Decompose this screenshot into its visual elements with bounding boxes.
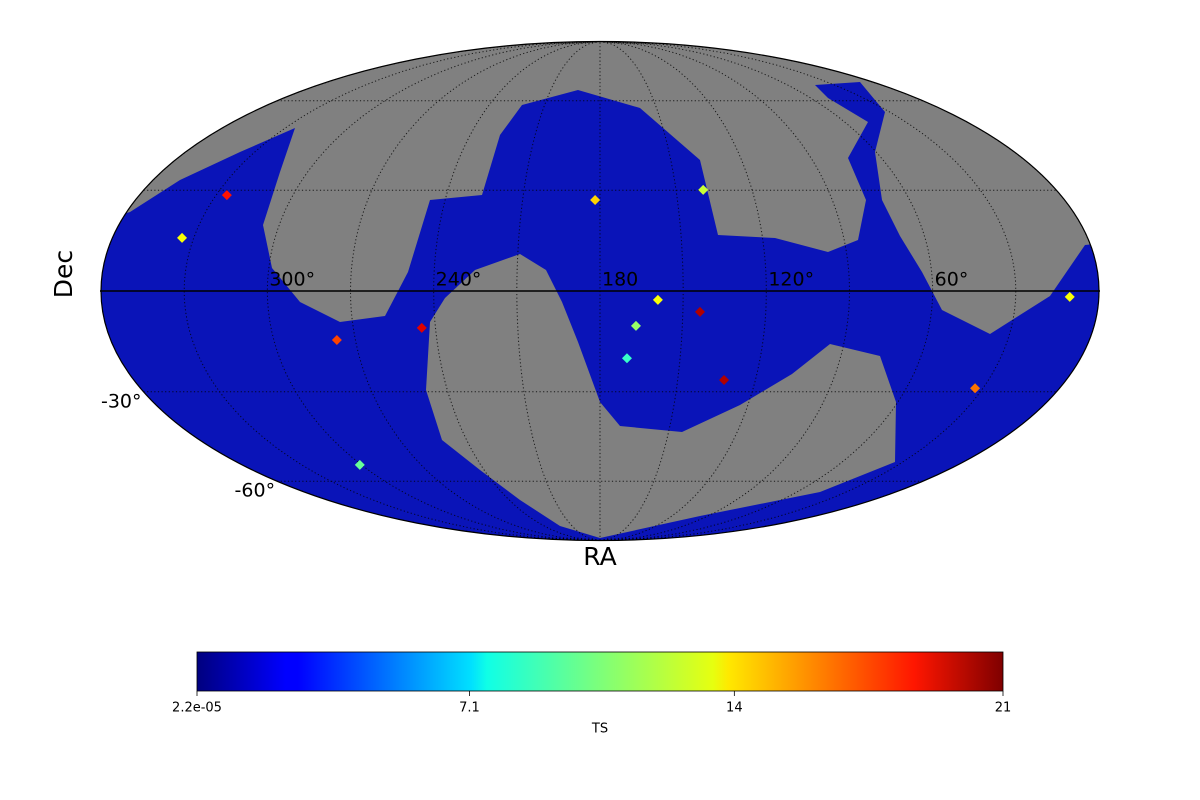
colorbar-tick-label: 2.2e-05 bbox=[172, 701, 222, 716]
hotspot bbox=[652, 294, 663, 305]
hotspots bbox=[177, 184, 1075, 470]
hotspot bbox=[331, 335, 342, 346]
hotspot bbox=[590, 194, 601, 205]
hotspot bbox=[621, 353, 632, 364]
x-tick-label: 120° bbox=[768, 269, 814, 291]
hotspot bbox=[970, 383, 981, 394]
x-tick-label: 300° bbox=[269, 269, 315, 291]
colorbar bbox=[196, 651, 1004, 692]
sky-outline bbox=[100, 40, 1100, 542]
x-tick-label: 240° bbox=[436, 269, 482, 291]
hotspot bbox=[695, 306, 706, 317]
x-tick-label: 60° bbox=[935, 269, 969, 291]
meridian bbox=[183, 41, 601, 541]
y-axis-label: Dec bbox=[49, 250, 78, 298]
y-tick-label: -30° bbox=[101, 390, 142, 412]
colorbar-tick-label: 21 bbox=[995, 701, 1012, 716]
hotspot bbox=[698, 184, 709, 195]
x-axis-label: RA bbox=[583, 542, 616, 571]
x-tick-label: 180 bbox=[602, 269, 638, 291]
colorbar-tick-label: 14 bbox=[726, 701, 743, 716]
meridian bbox=[433, 41, 601, 541]
hotspot bbox=[719, 375, 730, 386]
labels: 300° 240° 180 120° 60° -30° -60° bbox=[101, 269, 968, 502]
meridian bbox=[599, 41, 767, 541]
hotspot bbox=[221, 190, 232, 201]
hotspot bbox=[1064, 291, 1075, 302]
colorbar-label: TS bbox=[591, 722, 608, 737]
colorbar-tick-label: 7.1 bbox=[459, 701, 480, 716]
hotspot bbox=[416, 322, 427, 333]
masked-region bbox=[426, 254, 896, 538]
y-tick-label: -60° bbox=[235, 480, 276, 502]
meridian bbox=[599, 41, 1017, 541]
hotspot bbox=[177, 232, 188, 243]
hotspot bbox=[354, 459, 365, 470]
hotspot bbox=[630, 320, 641, 331]
